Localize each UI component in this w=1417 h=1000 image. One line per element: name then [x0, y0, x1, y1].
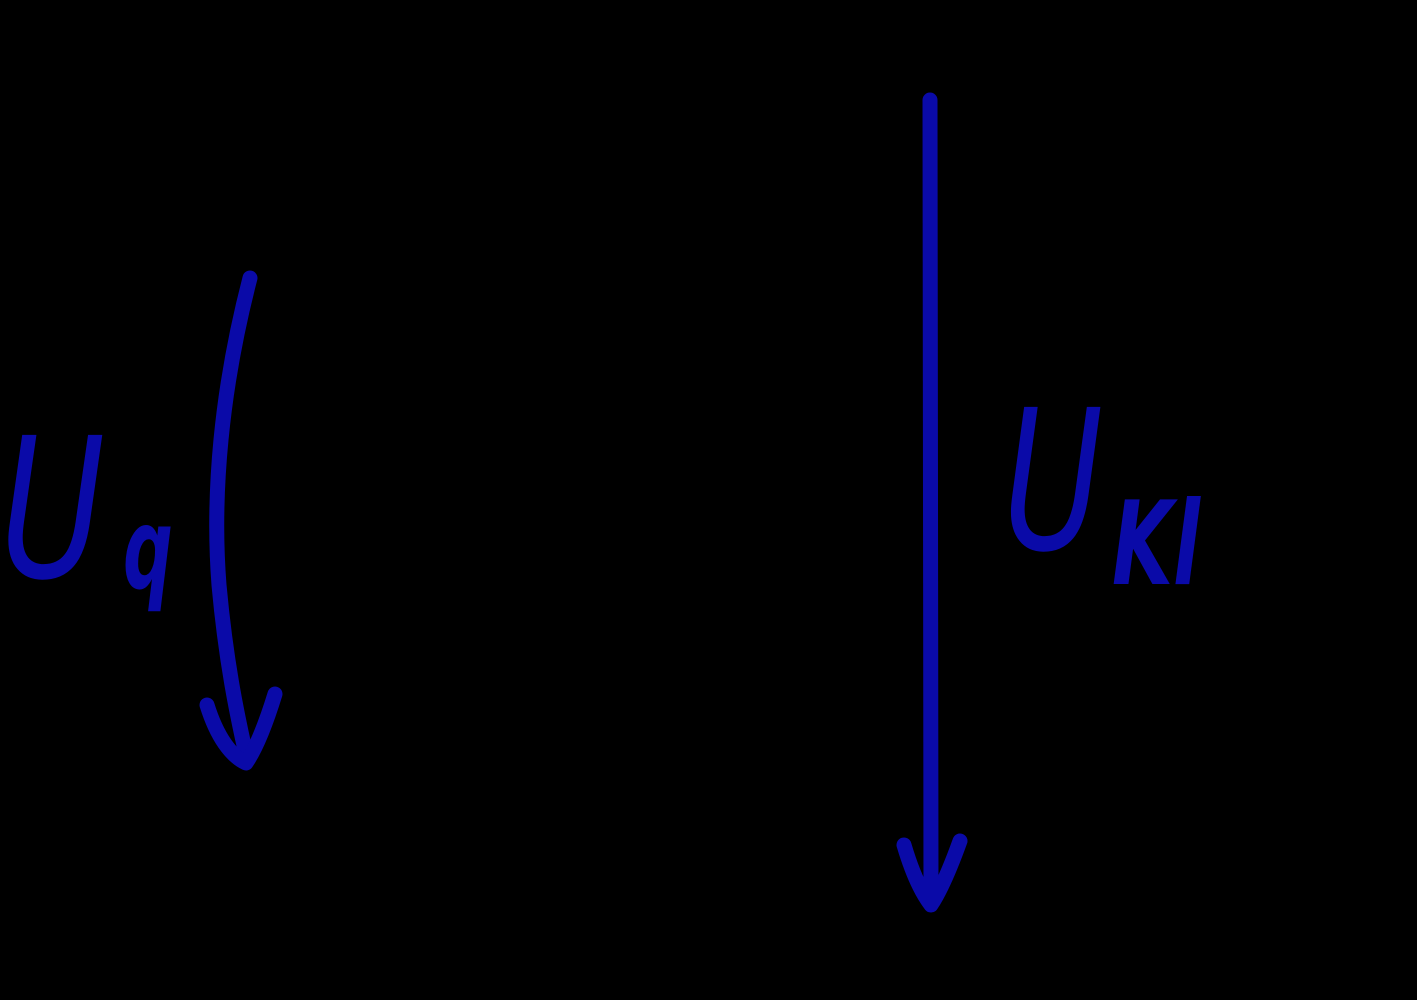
- source-voltage-label: U: [0, 396, 105, 623]
- straight-down-arrow-icon: [922, 92, 939, 906]
- source-voltage-subscript: q: [123, 485, 173, 615]
- terminal-voltage-annotation: U Kl: [896, 92, 1202, 913]
- source-voltage-annotation: U q: [0, 270, 283, 771]
- curved-down-arrowhead-icon: [199, 686, 283, 771]
- straight-down-arrowhead-icon: [896, 833, 968, 913]
- terminal-voltage-subscript: Kl: [1112, 477, 1202, 612]
- terminal-voltage-label: U: [1003, 368, 1103, 595]
- curved-down-arrow-icon: [209, 270, 258, 758]
